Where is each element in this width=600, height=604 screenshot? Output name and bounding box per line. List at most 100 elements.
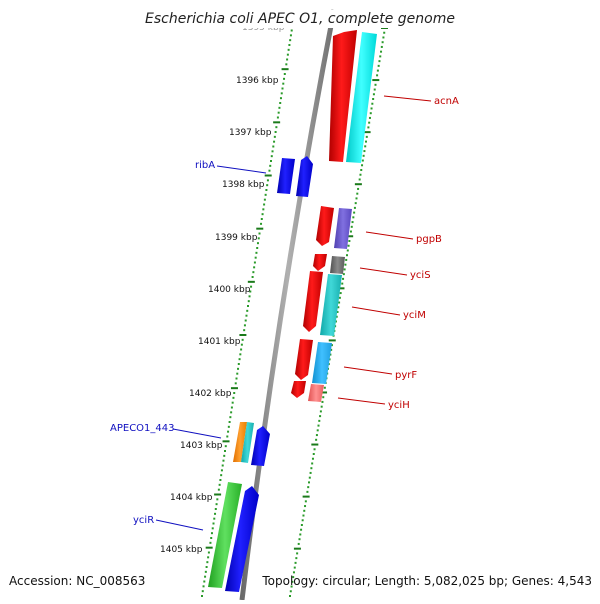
gene-label-APECO1_443[interactable]: APECO1_443 bbox=[110, 423, 175, 434]
ruler-label: 1401 kbp bbox=[198, 337, 241, 347]
ruler-dot bbox=[247, 305, 249, 307]
gene-feature-yciH[interactable] bbox=[291, 381, 306, 398]
ruler-dot bbox=[205, 566, 208, 568]
track-dot bbox=[364, 145, 367, 148]
track-dot bbox=[368, 121, 371, 124]
ruler-dot bbox=[243, 329, 246, 332]
ruler-dot bbox=[238, 358, 241, 361]
leader-line bbox=[216, 165, 267, 174]
ruler-dot bbox=[246, 309, 249, 312]
ruler-dot bbox=[285, 63, 288, 66]
track-dot bbox=[309, 471, 312, 474]
track-dot bbox=[289, 595, 291, 597]
reverse-gene-labels: acnA pgpB yciS yciM pyrF yciH bbox=[337, 95, 459, 411]
gene-feature-APECO1_443-c[interactable] bbox=[251, 426, 270, 466]
ruler-dot bbox=[226, 435, 229, 438]
ruler-dot bbox=[273, 135, 276, 138]
ruler-dot bbox=[287, 48, 290, 51]
ruler-label: 1404 kbp bbox=[170, 493, 213, 503]
gene-label-acnA[interactable]: acnA bbox=[434, 96, 459, 107]
gene-feature-yciS-overlap[interactable] bbox=[330, 256, 345, 274]
track-dot bbox=[378, 60, 381, 63]
ruler-dot bbox=[290, 29, 293, 32]
ruler-dot bbox=[260, 222, 263, 225]
gene-feature-yciR[interactable] bbox=[208, 482, 242, 588]
ruler-dot bbox=[227, 430, 230, 433]
track-dot bbox=[379, 55, 382, 58]
gene-feature-APECO1_443-b[interactable] bbox=[241, 422, 254, 463]
ruler-dot bbox=[220, 474, 223, 477]
gene-feature-ribA-2[interactable] bbox=[296, 156, 313, 197]
leader-line bbox=[155, 519, 204, 531]
ruler-dot bbox=[228, 421, 231, 423]
ruler-major-tick bbox=[230, 387, 238, 390]
gene-feature-pgpB[interactable] bbox=[316, 206, 334, 246]
track-dot bbox=[349, 230, 352, 233]
track-dot bbox=[319, 410, 322, 413]
gene-label-yciM[interactable]: yciM bbox=[403, 310, 426, 321]
gene-label-pyrF[interactable]: pyrF bbox=[395, 370, 417, 381]
ruler-dot bbox=[269, 164, 272, 167]
gene-label-yciH[interactable]: yciH bbox=[388, 400, 410, 411]
track-dot bbox=[318, 419, 321, 422]
track-dot bbox=[299, 533, 302, 536]
ruler-dot bbox=[206, 561, 209, 564]
ruler-dot bbox=[252, 271, 255, 274]
ruler-dot bbox=[216, 498, 219, 501]
ruler-dot bbox=[232, 396, 235, 399]
track-dot bbox=[361, 164, 364, 167]
ruler-dot bbox=[201, 595, 203, 597]
track-dot bbox=[355, 197, 358, 200]
gene-label-ribA[interactable]: ribA bbox=[195, 160, 215, 171]
ruler-major-tick bbox=[264, 174, 272, 177]
track-dot bbox=[345, 258, 348, 261]
ruler-dot bbox=[234, 382, 237, 385]
ruler-dot bbox=[207, 551, 210, 554]
track-dot bbox=[311, 462, 314, 465]
gene-feature-APECO1_443-a[interactable] bbox=[233, 422, 247, 462]
track-dot bbox=[351, 221, 354, 224]
ruler-dot bbox=[280, 92, 283, 95]
ruler-dot bbox=[224, 450, 226, 452]
ruler-dot bbox=[222, 459, 225, 462]
ruler-dot bbox=[215, 503, 218, 506]
gene-label-pgpB[interactable]: pgpB bbox=[416, 234, 442, 245]
track-dot bbox=[358, 178, 361, 181]
gene-feature-yciM[interactable] bbox=[303, 271, 323, 332]
track-dot bbox=[300, 528, 303, 531]
ruler-dot bbox=[279, 97, 282, 100]
gene-feature-pyrF[interactable] bbox=[295, 339, 313, 380]
ruler-dot bbox=[203, 580, 206, 583]
ruler-dot bbox=[217, 488, 220, 491]
gene-feature-acnA-overlap[interactable] bbox=[346, 32, 377, 163]
track-dot bbox=[359, 173, 362, 176]
track-dot bbox=[372, 93, 375, 96]
ruler-label: 1405 kbp bbox=[160, 545, 203, 555]
track-dot bbox=[339, 292, 342, 295]
gene-label-yciS[interactable]: yciS bbox=[410, 270, 431, 281]
gene-feature-yciH-overlap[interactable] bbox=[308, 384, 324, 402]
track-dot bbox=[370, 107, 373, 110]
ruler-label: 1402 kbp bbox=[189, 389, 232, 399]
ruler-dot bbox=[274, 131, 277, 133]
gene-feature-acnA[interactable] bbox=[329, 30, 357, 162]
track-major-tick bbox=[337, 287, 345, 290]
leader-line bbox=[365, 231, 414, 240]
ruler-dot bbox=[214, 508, 217, 510]
track-dot bbox=[292, 571, 295, 574]
ruler-dot bbox=[236, 372, 239, 375]
gene-feature-ribA[interactable] bbox=[277, 158, 295, 194]
gene-feature-pgpB-overlap[interactable] bbox=[334, 208, 352, 249]
gene-label-yciR[interactable]: yciR bbox=[133, 515, 154, 526]
leader-line bbox=[359, 267, 408, 276]
gene-feature-yciM-overlap[interactable] bbox=[320, 274, 342, 336]
gene-feature-yciS[interactable] bbox=[313, 254, 327, 271]
genome-backbone bbox=[239, 9, 337, 601]
gene-feature-yciR-2[interactable] bbox=[225, 486, 259, 592]
track-dot bbox=[298, 538, 301, 541]
gene-feature-pyrF-overlap[interactable] bbox=[312, 342, 332, 384]
track-dot bbox=[289, 590, 292, 593]
track-dot bbox=[320, 405, 323, 408]
track-dot bbox=[360, 169, 363, 171]
